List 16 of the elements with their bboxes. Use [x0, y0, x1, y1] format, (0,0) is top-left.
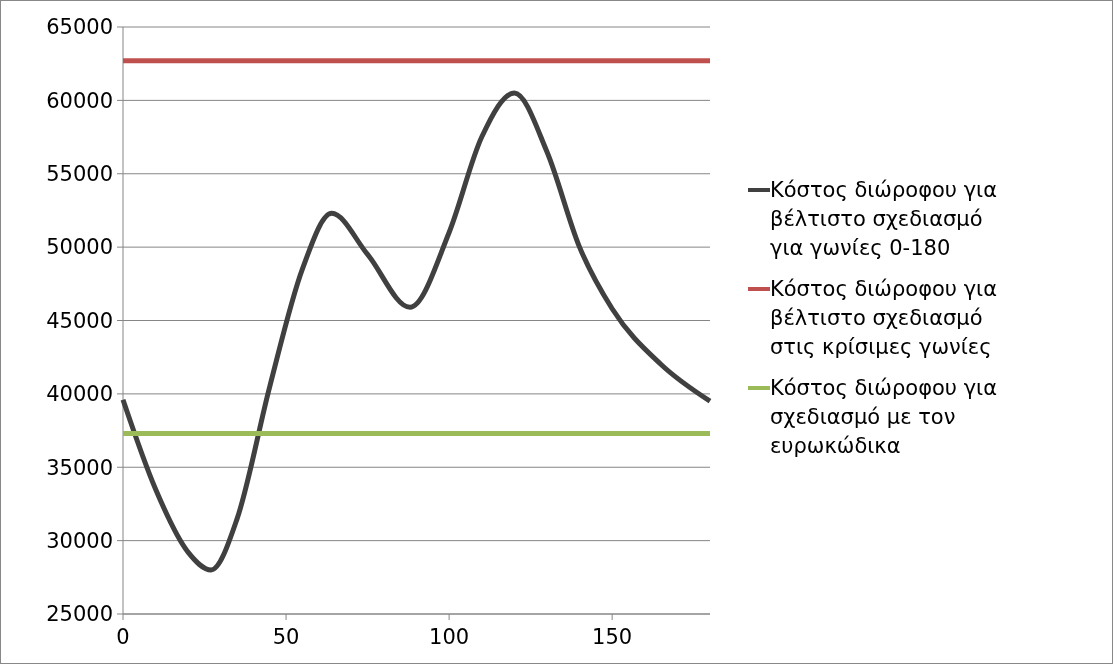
legend-label: Κόστος διώροφου για σχεδιασμό με τον ευρωκώδικα — [770, 376, 998, 458]
y-tick-label: 30000 — [46, 528, 113, 553]
x-tick-label: 0 — [116, 625, 130, 649]
y-tick-label: 65000 — [46, 15, 113, 40]
legend-label: Κόστος διώροφου για βέλτιστο σχεδιασμό στις κρίσιμες γωνίες — [770, 277, 998, 359]
x-tick-label: 150 — [592, 625, 633, 649]
y-tick-label: 35000 — [46, 455, 113, 480]
y-tick-label: 60000 — [46, 88, 113, 113]
y-tick-label: 45000 — [46, 308, 113, 333]
y-tick-label: 55000 — [46, 162, 113, 187]
y-tick-label: 40000 — [46, 382, 113, 407]
y-tick-label: 50000 — [46, 235, 113, 260]
x-tick-label: 100 — [429, 625, 470, 649]
x-tick-label: 50 — [272, 625, 300, 649]
legend-label: Κόστος διώροφου για βέλτιστο σχεδιασμό για γωνίες 0-180 — [770, 178, 998, 260]
y-tick-label: 25000 — [46, 602, 113, 627]
